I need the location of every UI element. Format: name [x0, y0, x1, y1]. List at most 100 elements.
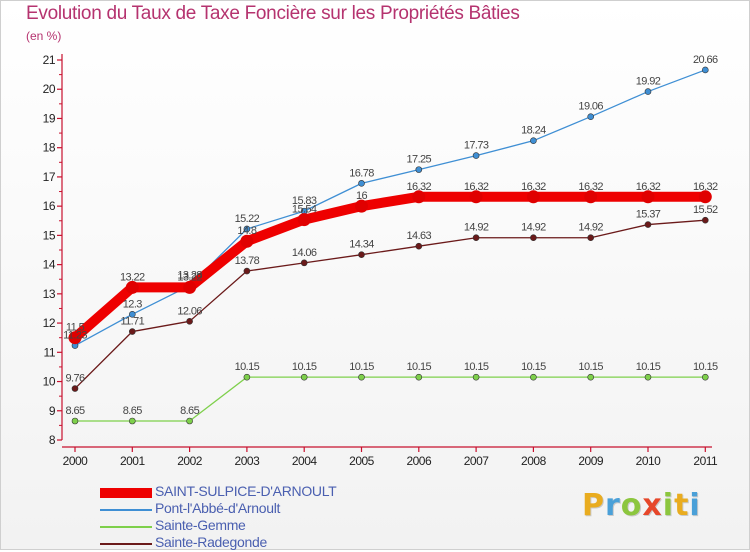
data-label: 10.15 — [349, 361, 374, 373]
data-label: 10.15 — [235, 361, 260, 373]
data-point — [415, 242, 423, 250]
data-point — [644, 88, 652, 95]
data-point — [243, 267, 251, 275]
data-label: 15.37 — [636, 209, 661, 221]
chart-title: Evolution du Taux de Taxe Foncière sur l… — [26, 3, 520, 24]
data-label: 19.92 — [636, 76, 661, 88]
y-tick-label: 18 — [43, 141, 56, 155]
data-label: 10.15 — [578, 361, 603, 373]
legend-label: Pont-l'Abbé-d'Arnoult — [155, 500, 281, 516]
y-tick-label: 13 — [43, 287, 56, 301]
logo-letter: i — [662, 488, 675, 523]
y-tick-label: 10 — [43, 375, 56, 389]
data-point — [129, 311, 136, 318]
data-point — [584, 190, 598, 204]
x-tick-label: 2006 — [406, 454, 432, 468]
x-tick-label: 2008 — [521, 454, 547, 468]
data-point — [186, 318, 193, 325]
data-point — [644, 221, 652, 228]
data-point — [415, 373, 423, 381]
y-tick-label: 11 — [44, 345, 56, 359]
data-label: 8.65 — [180, 405, 199, 417]
data-label: 15.52 — [693, 204, 718, 216]
data-label: 10.15 — [407, 361, 432, 373]
data-point — [530, 373, 537, 381]
x-tick-label: 2007 — [464, 454, 490, 468]
data-point — [701, 373, 709, 381]
data-point — [183, 280, 197, 294]
data-label: 15.54 — [292, 204, 317, 216]
data-point — [530, 137, 537, 144]
data-label: 14.34 — [349, 239, 374, 251]
data-point — [701, 216, 709, 224]
data-label: 16 — [356, 190, 368, 202]
logo-letter: r — [605, 488, 621, 523]
data-point — [472, 234, 480, 242]
x-tick-label: 2009 — [578, 454, 604, 468]
data-point — [71, 417, 79, 425]
data-label: 10.15 — [636, 361, 661, 373]
series-line-3 — [74, 219, 706, 390]
data-label: 9.76 — [65, 373, 84, 385]
data-point — [526, 190, 540, 204]
data-label: 14.8 — [237, 225, 256, 237]
x-tick-label: 2003 — [235, 454, 261, 468]
data-label: 16.32 — [636, 181, 661, 193]
data-point — [129, 417, 136, 425]
data-label: 12.3 — [123, 298, 142, 310]
series-line-0 — [70, 191, 711, 343]
data-label: 16.32 — [693, 181, 718, 193]
data-label: 17.25 — [407, 154, 432, 166]
legend-label: Sainte-Gemme — [155, 517, 246, 533]
series-line-2 — [74, 376, 706, 422]
y-tick-label: 12 — [43, 316, 56, 330]
legend-label: SAINT-SULPICE-D'ARNOULT — [155, 483, 337, 499]
data-label: 17.73 — [464, 140, 489, 152]
y-tick-label: 9 — [49, 404, 56, 418]
logo-letter: i — [689, 488, 701, 523]
data-label: 10.15 — [292, 361, 317, 373]
legend-swatch — [100, 543, 152, 545]
data-label: 14.92 — [464, 222, 489, 234]
data-point — [587, 373, 595, 381]
data-label: 11.5 — [66, 322, 85, 334]
data-label: 16.32 — [578, 181, 603, 193]
data-point — [243, 373, 251, 381]
legend-swatch — [100, 488, 152, 498]
data-point — [243, 225, 251, 233]
y-tick-label: 20 — [43, 82, 56, 96]
data-label: 13.78 — [235, 255, 260, 267]
data-label: 15.22 — [235, 213, 260, 225]
data-point — [358, 180, 365, 187]
data-label: 8.65 — [123, 405, 142, 417]
data-label: 14.06 — [292, 247, 317, 259]
data-point — [125, 280, 139, 294]
data-label: 20.66 — [693, 54, 718, 66]
y-tick-label: 14 — [43, 258, 56, 272]
data-label: 16.32 — [464, 181, 489, 193]
data-label: 11.71 — [120, 316, 144, 328]
data-label: 14.92 — [578, 222, 603, 234]
data-point — [186, 417, 193, 425]
data-point — [530, 234, 537, 242]
y-tick-label: 8 — [49, 433, 56, 447]
data-label: 10.15 — [693, 361, 718, 373]
logo-letter: x — [642, 488, 663, 523]
data-point — [644, 373, 652, 381]
data-label: 16.78 — [349, 167, 374, 179]
x-tick-label: 2005 — [349, 454, 375, 468]
data-point — [71, 385, 79, 392]
y-tick-label: 16 — [43, 199, 56, 213]
y-tick-label: 21 — [43, 53, 56, 67]
y-tick-label: 17 — [43, 170, 56, 184]
data-point — [469, 190, 483, 204]
data-point — [240, 234, 254, 248]
data-label: 12.06 — [177, 305, 202, 317]
x-tick-label: 2002 — [177, 454, 203, 468]
data-label: 18.24 — [521, 125, 546, 137]
data-label: 13.22 — [120, 271, 145, 283]
data-point — [68, 331, 82, 345]
x-tick-label: 2004 — [292, 454, 318, 468]
